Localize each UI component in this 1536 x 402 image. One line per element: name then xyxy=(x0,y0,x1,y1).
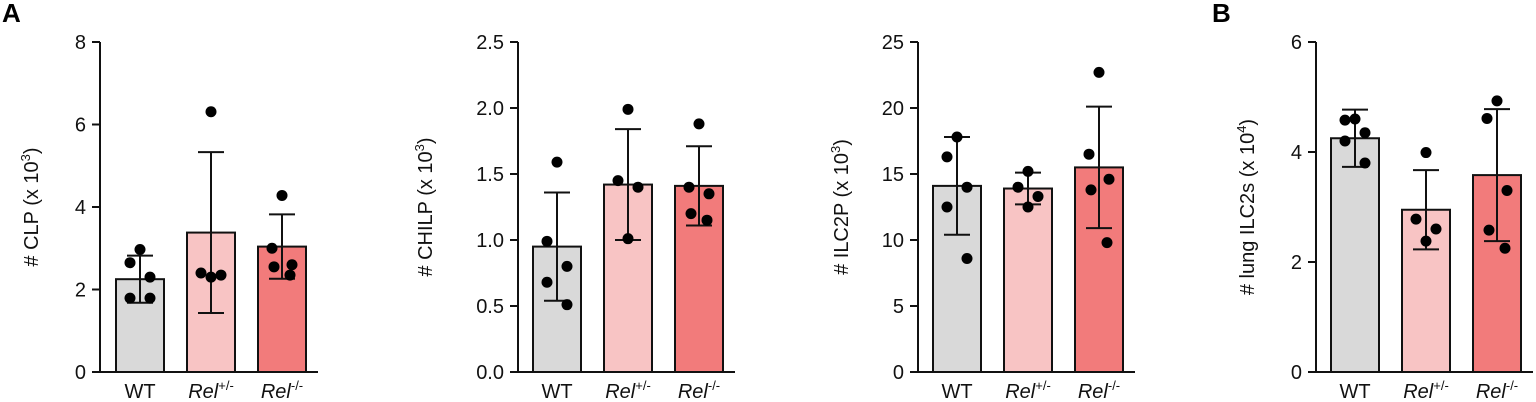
panel-label-b: B xyxy=(1212,0,1231,28)
chart2-data-point xyxy=(693,118,705,130)
chart4-data-point xyxy=(1481,112,1493,124)
chart3-data-point xyxy=(941,151,953,163)
chart2-y-axis-title: # CHILP (x 103) xyxy=(412,137,437,276)
chart1-data-point xyxy=(286,259,298,271)
chart1-y-tick-label: 2 xyxy=(75,280,86,302)
chart4-data-point xyxy=(1339,114,1351,126)
chart2-y-tick-label: 1.5 xyxy=(476,164,504,186)
chart3-y-tick-label: 10 xyxy=(882,230,904,252)
chart3-data-point xyxy=(961,252,973,264)
chart4-data-point xyxy=(1359,157,1371,169)
chart2-data-point xyxy=(703,188,715,200)
chart3-y-axis-title: # ILC2P (x 103) xyxy=(828,139,853,275)
chart3-data-point xyxy=(1032,190,1044,202)
chart1-y-axis-title: # CLP (x 103) xyxy=(18,147,43,266)
chart4-data-point xyxy=(1501,185,1513,196)
chart3-data-point xyxy=(1101,237,1113,249)
chart1-y-tick-label: 4 xyxy=(75,197,86,219)
chart4-data-point xyxy=(1349,113,1361,125)
chart2-data-point xyxy=(561,299,573,311)
chart3-data-point xyxy=(1083,148,1095,160)
chart1-data-point xyxy=(276,189,288,201)
chart2-category-label: Rel-/- xyxy=(678,378,720,402)
chart2-data-point xyxy=(632,181,644,193)
chart1-category-label: Rel-/- xyxy=(261,378,303,402)
chart4-data-point xyxy=(1339,135,1351,147)
chart1-data-point xyxy=(134,243,146,255)
chart1-data-point xyxy=(144,292,156,304)
chart2-y-tick-label: 2.5 xyxy=(476,32,504,54)
chart4-category-label: Rel+/- xyxy=(1403,378,1449,402)
chart4-bar xyxy=(1330,137,1380,373)
chart3-category-label: Rel+/- xyxy=(1005,378,1051,402)
chart4-data-point xyxy=(1483,224,1495,236)
chart2-data-point xyxy=(612,175,624,187)
chart1-data-point xyxy=(284,269,296,281)
chart3-data-point xyxy=(1012,181,1024,193)
chart3-y-tick-label: 25 xyxy=(882,32,904,54)
chart4-y-axis-title: # lung ILC2s (x 104) xyxy=(1234,119,1259,295)
chart2-y-tick-label: 0.0 xyxy=(476,362,504,384)
chart4-y-tick-label: 2 xyxy=(1291,252,1302,274)
chart2-data-point xyxy=(622,233,634,245)
chart4-data-point xyxy=(1420,235,1432,247)
chart4-data-point xyxy=(1410,213,1422,225)
chart1-y-tick-label: 8 xyxy=(75,32,86,54)
chart2-y-tick-label: 2.0 xyxy=(476,98,504,120)
chart4-data-point xyxy=(1420,147,1432,159)
chart1-data-point xyxy=(124,257,136,269)
chart2-data-point xyxy=(683,181,695,193)
chart1-y-tick-label: 0 xyxy=(75,362,86,384)
chart3-category-label: WT xyxy=(941,381,972,402)
chart2-data-point xyxy=(541,276,553,288)
chart4-category-label: Rel-/- xyxy=(1476,378,1518,402)
chart2-y-tick-label: 0.5 xyxy=(476,296,504,318)
chart1-data-point xyxy=(215,269,227,281)
chart2-category-label: WT xyxy=(541,381,572,402)
chart3-data-point xyxy=(1022,201,1034,213)
chart3-data-point xyxy=(1103,173,1115,185)
chart1-data-point xyxy=(266,242,278,254)
chart4-category-label: WT xyxy=(1339,381,1370,402)
chart4-data-point xyxy=(1430,223,1442,235)
chart1-data-point xyxy=(205,271,217,283)
chart4-y-tick-label: 6 xyxy=(1291,32,1302,54)
chart2-data-point xyxy=(551,156,563,168)
chart1-data-point xyxy=(144,271,156,283)
chart3-y-tick-label: 0 xyxy=(893,362,904,384)
chart3-category-label: Rel-/- xyxy=(1078,378,1120,402)
chart2-data-point xyxy=(685,208,697,220)
chart1-y-tick-label: 6 xyxy=(75,115,86,137)
chart2-data-point xyxy=(622,103,634,115)
chart2-data-point xyxy=(561,260,573,272)
chart2-data-point xyxy=(701,214,713,226)
chart2-y-tick-label: 1.0 xyxy=(476,230,504,252)
chart3-data-point xyxy=(1085,184,1097,196)
chart4-data-point xyxy=(1499,242,1511,254)
panel-label-a: A xyxy=(2,0,21,28)
chart4-data-point xyxy=(1359,127,1371,139)
chart3-data-point xyxy=(941,201,953,213)
chart3-data-point xyxy=(951,131,963,143)
chart1-data-point xyxy=(195,267,207,279)
chart1-category-label: WT xyxy=(124,381,155,402)
chart1-data-point xyxy=(124,292,136,304)
chart3-data-point xyxy=(961,181,973,193)
chart3-y-tick-label: 5 xyxy=(893,296,904,318)
chart3-y-tick-label: 20 xyxy=(882,98,904,120)
chart4-y-tick-label: 0 xyxy=(1291,362,1302,384)
chart1-category-label: Rel+/- xyxy=(188,378,234,402)
chart2-data-point xyxy=(541,235,553,247)
chart3-data-point xyxy=(1022,165,1034,177)
chart4-data-point xyxy=(1491,95,1503,107)
chart1-data-point xyxy=(205,106,217,118)
chart2-category-label: Rel+/- xyxy=(605,378,651,402)
chart4-y-tick-label: 4 xyxy=(1291,142,1302,164)
chart3-y-tick-label: 15 xyxy=(882,164,904,186)
chart3-data-point xyxy=(1093,66,1105,78)
chart1-data-point xyxy=(268,261,280,273)
chart3-bar xyxy=(1003,187,1053,373)
